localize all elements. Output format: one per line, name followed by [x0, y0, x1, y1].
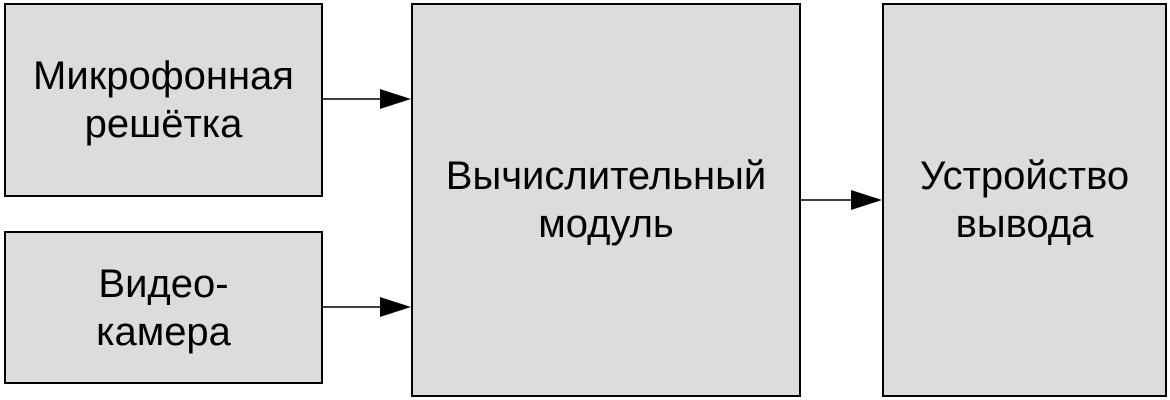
- arrow-mic-to-compute: [323, 89, 411, 109]
- output-device-block: Устройство вывода: [882, 3, 1167, 397]
- output-device-label-line1: Устройство: [919, 154, 1130, 198]
- microphone-array-label-line1: Микрофонная: [33, 54, 294, 98]
- arrow-camera-to-compute: [323, 297, 411, 317]
- compute-module-label-line1: Вычислительный: [445, 154, 767, 198]
- output-device-label-line2: вывода: [955, 202, 1094, 246]
- microphone-array-label-line2: решётка: [84, 102, 243, 146]
- arrow-compute-to-output: [801, 190, 882, 210]
- video-camera-label-line2: камера: [96, 309, 231, 354]
- video-camera-label-line1: Видео-: [98, 261, 229, 306]
- microphone-array-block: Микрофонная решётка: [4, 3, 323, 197]
- video-camera-block: Видео- камера: [4, 231, 323, 384]
- compute-module-block: Вычислительный модуль: [411, 3, 801, 397]
- compute-module-label-line2: модуль: [538, 202, 674, 246]
